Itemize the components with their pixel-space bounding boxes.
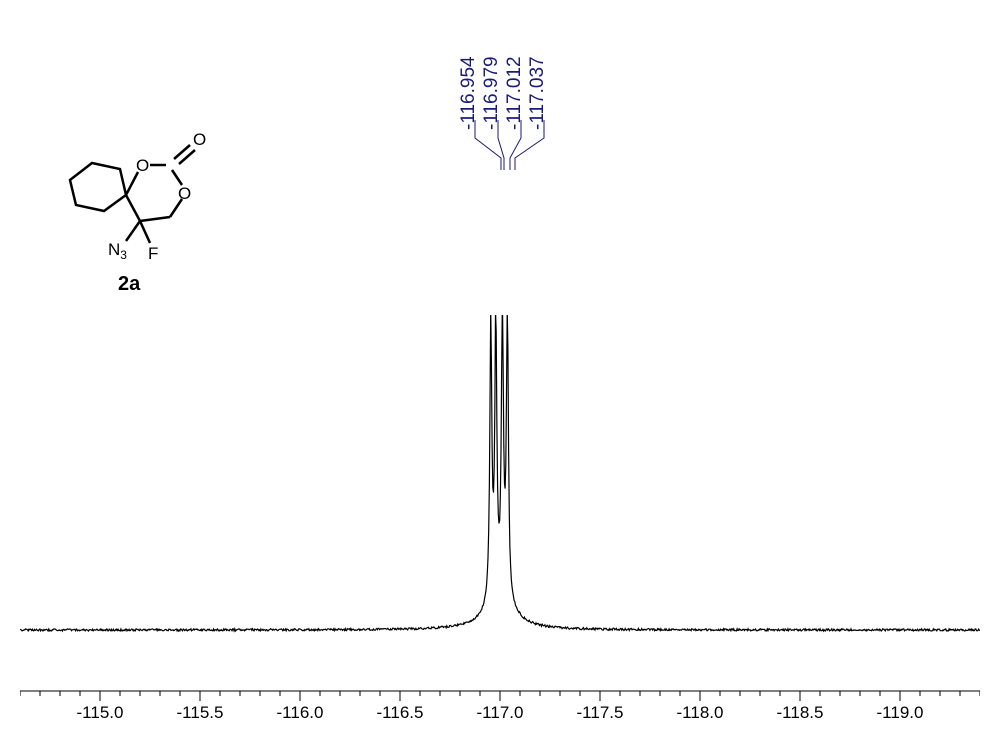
axis-tick-label: -116.5 — [377, 703, 424, 723]
spectrum-plot — [20, 315, 980, 675]
compound-label: 2a — [118, 273, 140, 296]
axis-tick-label: -115.5 — [177, 703, 224, 723]
axis-tick-label: -117.5 — [577, 703, 624, 723]
atom-O1: O — [136, 156, 149, 175]
chemical-structure: O O O N3 F 2a — [50, 125, 230, 305]
atom-O3: O — [178, 184, 191, 203]
peak-labels-group: -116.954 -116.979 -117.012 -117.037 — [0, 10, 1000, 130]
atom-O2: O — [193, 130, 206, 149]
atom-F: F — [148, 244, 158, 263]
axis-tick-label: -116.0 — [277, 703, 324, 723]
spectrum-svg — [20, 315, 980, 675]
axis-tick-label: -118.0 — [677, 703, 724, 723]
nmr-figure: -116.954 -116.979 -117.012 -117.037 — [0, 0, 1000, 743]
atom-N3: N3 — [108, 240, 127, 262]
axis-tick-label: -117.0 — [477, 703, 524, 723]
axis-tick-label: -118.5 — [777, 703, 824, 723]
x-axis: -115.0 -115.5 -116.0 -116.5 -117.0 -117.5 -118… — [20, 683, 980, 723]
axis-tick-label: -115.0 — [77, 703, 124, 723]
axis-tick-label: -119.0 — [877, 703, 924, 723]
